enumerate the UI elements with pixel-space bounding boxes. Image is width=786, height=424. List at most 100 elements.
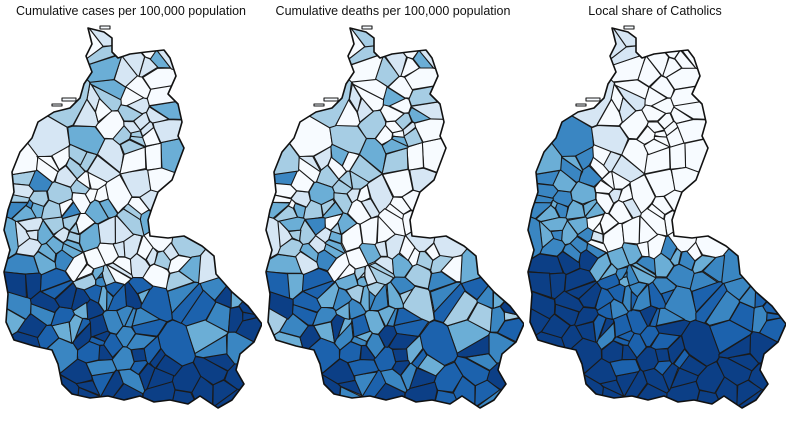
island-region <box>361 25 373 30</box>
district-region <box>178 255 202 284</box>
district-region <box>424 242 441 261</box>
map-title-deaths: Cumulative deaths per 100,000 population <box>275 4 511 18</box>
map-panel-deaths: Cumulative deaths per 100,000 population <box>262 0 524 424</box>
district-region <box>378 325 398 348</box>
island-region <box>623 25 635 30</box>
map-panel-cases: Cumulative cases per 100,000 population <box>0 0 262 424</box>
district-region <box>335 99 361 127</box>
district-region <box>662 362 679 392</box>
district-region <box>137 288 151 305</box>
district-region <box>433 190 517 259</box>
district-region <box>152 119 259 144</box>
district-region <box>142 67 211 91</box>
district-region <box>718 334 752 359</box>
district-region <box>586 239 609 254</box>
choropleth-map-catholic <box>527 25 786 409</box>
district-region <box>639 325 660 348</box>
district-region <box>721 186 786 285</box>
district-region <box>230 247 262 309</box>
district-region <box>171 283 204 324</box>
district-region <box>88 313 109 338</box>
district-region <box>354 265 366 281</box>
district-region <box>609 358 641 377</box>
district-region <box>72 301 89 319</box>
district-region <box>612 313 633 338</box>
district-region <box>592 222 604 235</box>
district-region <box>404 66 474 91</box>
district-region <box>37 242 57 263</box>
district-region <box>144 141 163 171</box>
district-region <box>147 167 233 205</box>
district-region <box>528 373 604 408</box>
district-region <box>528 331 567 408</box>
district-region <box>266 36 353 129</box>
district-region <box>653 360 673 376</box>
district-region <box>42 216 65 235</box>
district-region <box>71 192 91 215</box>
district-region <box>499 278 524 317</box>
island-region <box>323 97 339 102</box>
district-region <box>278 216 307 232</box>
district-region <box>622 284 632 312</box>
district-region <box>540 216 569 232</box>
district-region <box>67 125 106 156</box>
district-region <box>414 118 522 144</box>
district-region <box>316 281 340 309</box>
district-region <box>660 289 675 306</box>
district-region <box>62 239 84 254</box>
district-region <box>595 192 615 214</box>
district-region <box>116 208 145 237</box>
district-region <box>356 97 374 123</box>
district-region <box>393 307 423 326</box>
district-region <box>338 170 353 189</box>
district-region <box>615 266 629 282</box>
district-region <box>618 97 637 124</box>
district-layer <box>528 28 786 408</box>
district-region <box>695 282 728 324</box>
district-region <box>54 282 77 310</box>
map-title-cases: Cumulative cases per 100,000 population <box>15 4 246 18</box>
district-region <box>4 330 43 408</box>
district-region <box>138 56 159 78</box>
district-region <box>660 234 678 261</box>
district-region <box>4 36 91 128</box>
district-region <box>560 155 584 173</box>
district-region <box>330 222 342 235</box>
district-region <box>36 155 60 173</box>
district-region <box>138 362 156 392</box>
district-region <box>367 264 395 286</box>
district-region <box>106 262 134 280</box>
island-region <box>61 97 77 102</box>
district-region <box>46 181 73 205</box>
district-region <box>170 189 255 259</box>
district-region <box>600 171 616 190</box>
district-region <box>64 251 88 283</box>
island-region <box>585 97 601 102</box>
district-region <box>334 301 350 320</box>
district-region <box>75 380 101 396</box>
district-region <box>663 210 694 237</box>
district-region <box>97 215 116 245</box>
district-region <box>596 98 623 127</box>
district-region <box>621 215 641 245</box>
district-region <box>387 332 419 350</box>
district-region <box>627 332 647 359</box>
district-region <box>72 98 99 128</box>
district-region <box>694 189 779 259</box>
district-region <box>528 36 615 128</box>
choropleth-map-cases <box>3 25 262 409</box>
district-region <box>399 288 414 305</box>
district-region <box>288 229 302 242</box>
district-region <box>433 361 464 393</box>
country-outline <box>527 27 786 409</box>
district-region <box>570 180 597 205</box>
district-region <box>399 234 416 262</box>
district-region <box>754 247 786 310</box>
district-layer <box>266 28 524 408</box>
district-region <box>69 222 80 235</box>
district-region <box>391 360 411 377</box>
district-region <box>304 217 326 236</box>
map-panel-catholic: Local share of Catholics <box>524 0 786 424</box>
district-region <box>629 174 656 215</box>
